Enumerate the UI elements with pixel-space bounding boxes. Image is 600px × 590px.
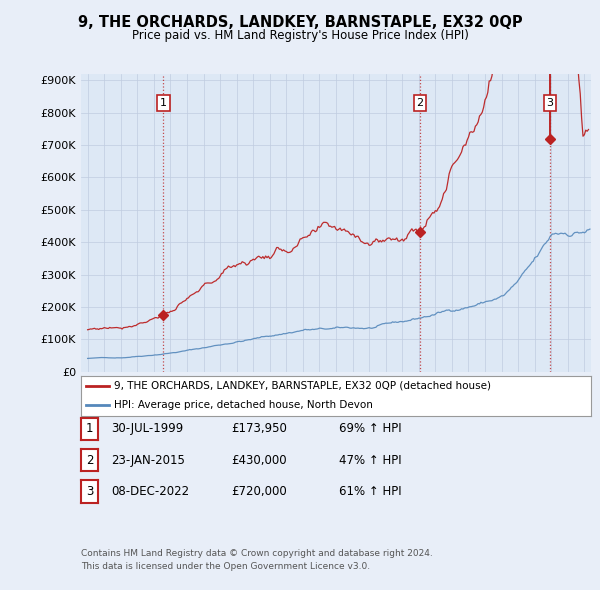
Text: Price paid vs. HM Land Registry's House Price Index (HPI): Price paid vs. HM Land Registry's House … <box>131 30 469 42</box>
Text: 08-DEC-2022: 08-DEC-2022 <box>111 485 189 498</box>
Text: 1: 1 <box>86 422 93 435</box>
Text: 61% ↑ HPI: 61% ↑ HPI <box>339 485 401 498</box>
Text: 30-JUL-1999: 30-JUL-1999 <box>111 422 183 435</box>
Text: 69% ↑ HPI: 69% ↑ HPI <box>339 422 401 435</box>
Text: 2: 2 <box>86 454 93 467</box>
Text: £173,950: £173,950 <box>231 422 287 435</box>
Text: This data is licensed under the Open Government Licence v3.0.: This data is licensed under the Open Gov… <box>81 562 370 571</box>
Text: HPI: Average price, detached house, North Devon: HPI: Average price, detached house, Nort… <box>114 399 373 409</box>
Text: 1: 1 <box>160 98 167 108</box>
Text: 3: 3 <box>547 98 554 108</box>
Text: 47% ↑ HPI: 47% ↑ HPI <box>339 454 401 467</box>
Text: 23-JAN-2015: 23-JAN-2015 <box>111 454 185 467</box>
Text: Contains HM Land Registry data © Crown copyright and database right 2024.: Contains HM Land Registry data © Crown c… <box>81 549 433 558</box>
Text: £720,000: £720,000 <box>231 485 287 498</box>
Text: 9, THE ORCHARDS, LANDKEY, BARNSTAPLE, EX32 0QP (detached house): 9, THE ORCHARDS, LANDKEY, BARNSTAPLE, EX… <box>114 381 491 391</box>
Text: 9, THE ORCHARDS, LANDKEY, BARNSTAPLE, EX32 0QP: 9, THE ORCHARDS, LANDKEY, BARNSTAPLE, EX… <box>77 15 523 30</box>
Text: 3: 3 <box>86 485 93 498</box>
Text: £430,000: £430,000 <box>231 454 287 467</box>
Text: 2: 2 <box>416 98 424 108</box>
